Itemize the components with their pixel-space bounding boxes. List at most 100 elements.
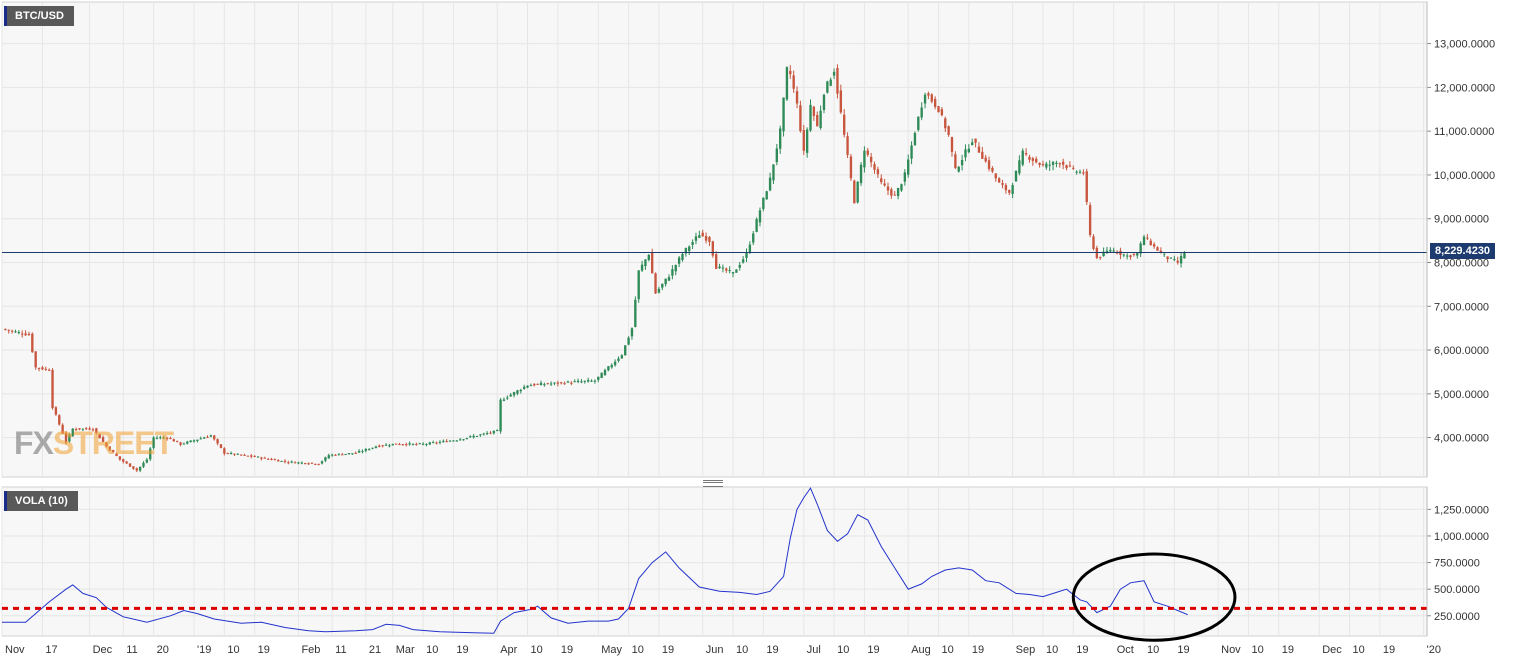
candle (913, 131, 917, 146)
candle-body (896, 188, 900, 197)
candle (115, 452, 118, 457)
current-price-tag: 8,229.4230 (1430, 243, 1496, 259)
candle-body (364, 448, 368, 451)
candle (169, 436, 172, 440)
candle (54, 406, 58, 416)
candle-body (492, 430, 496, 434)
candle (475, 435, 479, 437)
x-tick-label: 11 (335, 644, 346, 656)
candle-body (937, 106, 940, 113)
candle-body (563, 383, 566, 385)
price-y-tick-label: 4,000.0000 (1434, 433, 1489, 445)
candle-body (917, 116, 920, 130)
candle (1166, 256, 1169, 263)
candle (937, 105, 940, 113)
candle (334, 454, 337, 456)
candle-body (779, 128, 782, 149)
candle (954, 151, 957, 170)
candle (516, 389, 519, 396)
candle (1004, 183, 1008, 194)
candle-body (145, 459, 149, 463)
candle (573, 379, 576, 383)
candle-body (452, 440, 455, 442)
watermark-fx: FX (14, 425, 54, 461)
candle-body (310, 462, 314, 464)
candle-body (1129, 255, 1132, 258)
candle-body (694, 236, 698, 241)
candle (718, 263, 721, 269)
candle (145, 457, 149, 464)
candle (698, 230, 701, 239)
candle (479, 433, 482, 437)
candle-body (795, 91, 799, 104)
candle-body (401, 444, 405, 446)
candle (118, 456, 122, 461)
candle-body (98, 433, 101, 439)
candle (580, 379, 583, 384)
candle-body (627, 337, 630, 345)
candle-body (432, 442, 435, 444)
candle-body (283, 460, 287, 462)
candle-body (44, 368, 47, 370)
candle (266, 457, 270, 460)
candle (122, 458, 125, 464)
candle (826, 80, 829, 94)
candle (869, 152, 873, 168)
x-tick-label: May (601, 644, 622, 656)
candle-body (1132, 253, 1136, 255)
candle (499, 397, 502, 434)
candle (108, 446, 111, 452)
candle-body (34, 351, 37, 368)
candle (138, 466, 142, 473)
candle (1041, 160, 1045, 167)
candle (111, 449, 115, 453)
price-y-tick-label: 13,000.0000 (1434, 39, 1495, 51)
candle (233, 453, 236, 457)
candle-body (849, 156, 853, 179)
price-y-tick-label: 12,000.0000 (1434, 82, 1495, 94)
candle (223, 447, 226, 456)
candle-body (617, 358, 620, 361)
candle (674, 264, 677, 276)
candle-body (469, 436, 472, 438)
candle-body (1082, 172, 1085, 174)
candle-body (684, 248, 688, 254)
x-tick-label: 11 (126, 644, 137, 656)
candle-body (907, 159, 910, 175)
candle (95, 427, 98, 435)
candle-body (863, 150, 866, 168)
candle (708, 235, 711, 247)
candle (610, 363, 613, 369)
pane-resize-handle[interactable] (703, 480, 723, 487)
candle-body (448, 440, 452, 442)
candle (529, 383, 533, 387)
candle-body (442, 440, 445, 442)
x-tick-label: Aug (911, 644, 931, 656)
candle-body (1125, 255, 1129, 257)
candle-body (361, 451, 364, 453)
candle-body (196, 439, 199, 441)
candle-body (1008, 190, 1011, 193)
candle-body (758, 210, 762, 223)
candle (859, 162, 863, 186)
candle (950, 136, 954, 157)
candle (81, 428, 85, 432)
candle-body (485, 433, 489, 435)
candle-body (277, 460, 280, 462)
candle-body (576, 380, 580, 382)
candle (1092, 234, 1095, 251)
candle (314, 463, 317, 465)
x-tick-label: 10 (942, 644, 954, 656)
candle (482, 432, 485, 436)
candle (1061, 158, 1065, 170)
candle (1065, 164, 1068, 171)
candle-body (620, 355, 624, 359)
candle-body (944, 118, 947, 129)
x-tick-label: Sep (1016, 644, 1036, 656)
candle-body (189, 440, 192, 443)
candle-body (71, 428, 74, 437)
x-tick-label: Apr (500, 644, 517, 656)
candle-body (128, 463, 132, 467)
candle (435, 441, 438, 445)
candle-body (971, 142, 974, 146)
